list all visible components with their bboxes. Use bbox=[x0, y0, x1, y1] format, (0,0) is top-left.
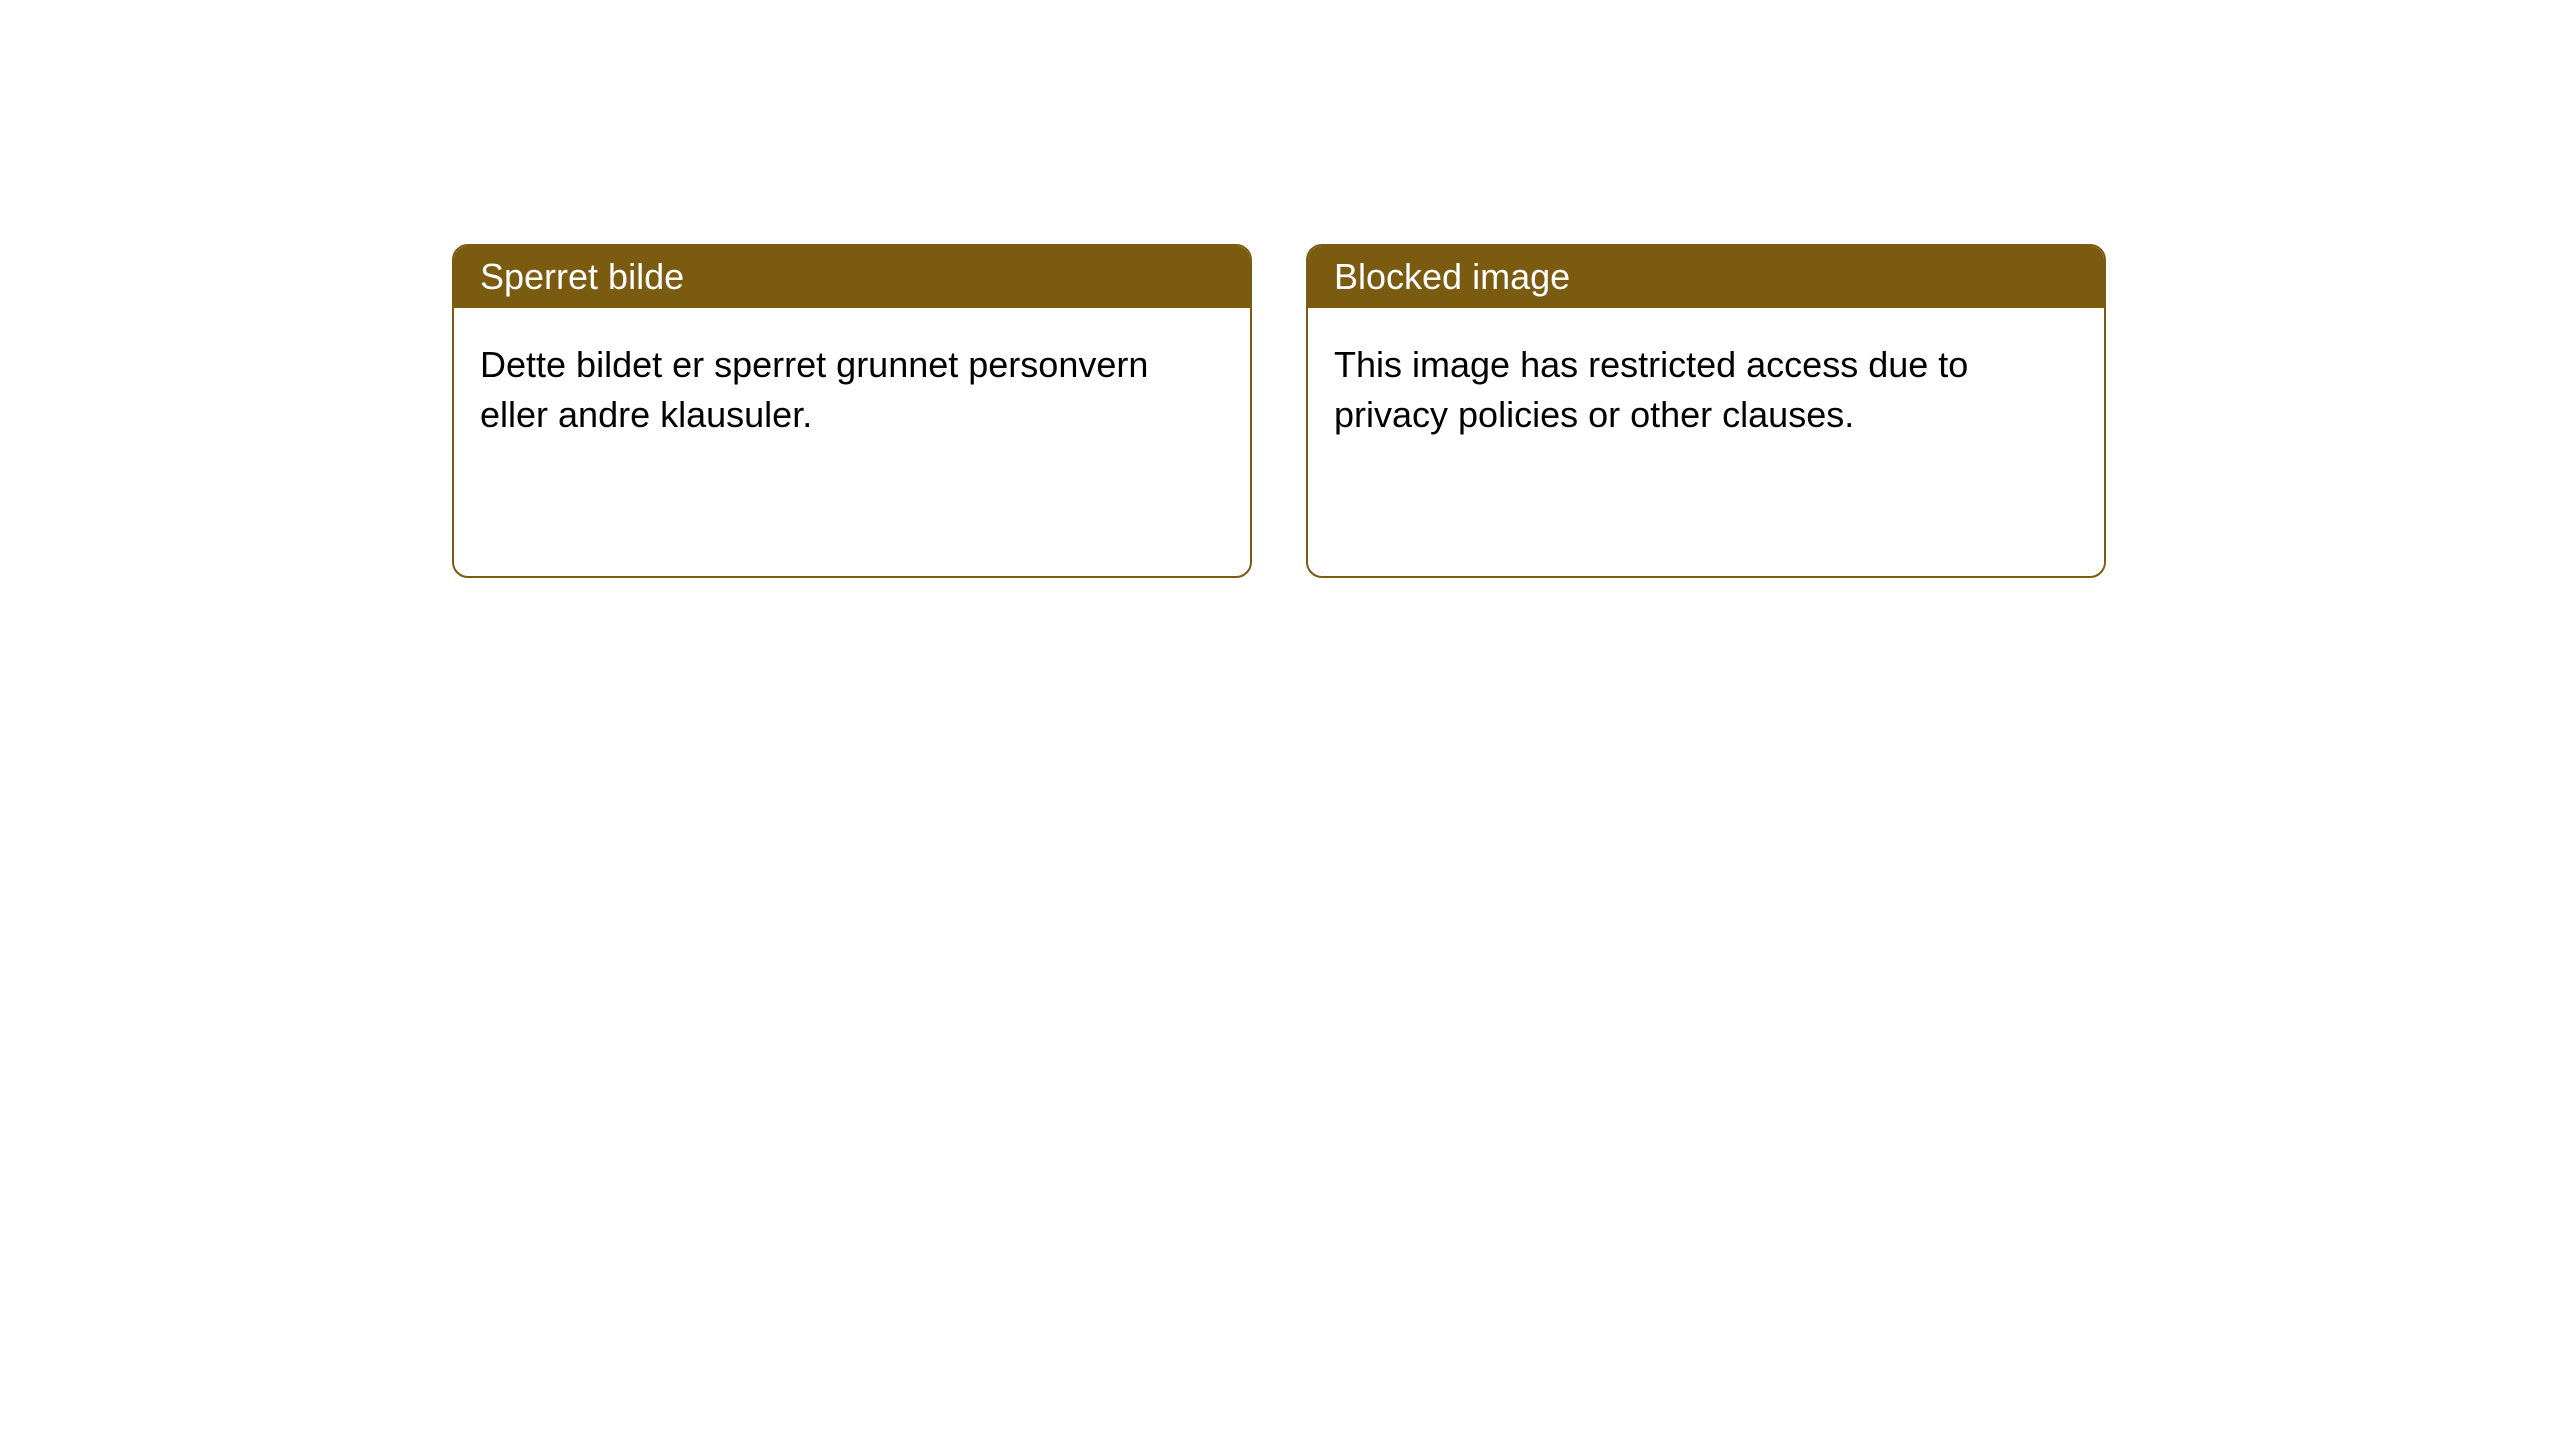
card-body-text: Dette bildet er sperret grunnet personve… bbox=[480, 344, 1148, 435]
card-header: Blocked image bbox=[1308, 246, 2104, 308]
card-header: Sperret bilde bbox=[454, 246, 1250, 308]
card-body: Dette bildet er sperret grunnet personve… bbox=[454, 308, 1250, 473]
card-body-text: This image has restricted access due to … bbox=[1334, 344, 1968, 435]
card-body: This image has restricted access due to … bbox=[1308, 308, 2104, 473]
card-title: Sperret bilde bbox=[480, 256, 684, 297]
notice-card-norwegian: Sperret bilde Dette bildet er sperret gr… bbox=[452, 244, 1252, 578]
notice-container: Sperret bilde Dette bildet er sperret gr… bbox=[0, 0, 2560, 578]
notice-card-english: Blocked image This image has restricted … bbox=[1306, 244, 2106, 578]
card-title: Blocked image bbox=[1334, 256, 1570, 297]
